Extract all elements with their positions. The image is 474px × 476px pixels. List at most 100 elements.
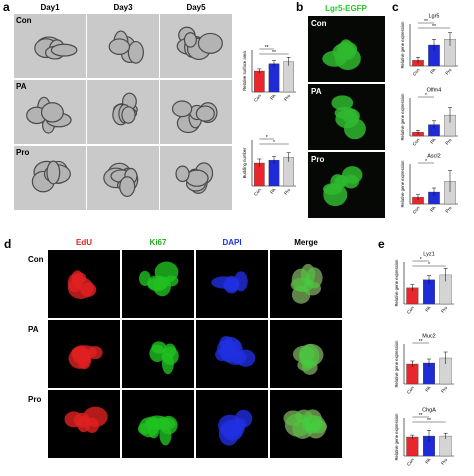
x-tick-label: Con (406, 385, 415, 395)
organoid-lobe (139, 417, 159, 438)
error-bar (410, 360, 415, 367)
significance-label: ** (432, 24, 436, 30)
row-label: PA (311, 87, 322, 96)
error-bar (286, 57, 291, 66)
significance-label: * (266, 135, 268, 141)
x-tick-label: PA (269, 93, 276, 101)
organoid-lobe (159, 424, 172, 446)
organoid-lobe (146, 275, 168, 292)
organoid-lobe (299, 344, 320, 369)
y-axis-label: Relative gene expression (394, 413, 399, 461)
organoid-lobe (46, 160, 61, 185)
x-tick-label: PA (269, 187, 276, 195)
error-bar (432, 39, 436, 51)
organoid-lobe (223, 279, 240, 292)
error-bar (416, 194, 420, 200)
organoid-lobe (171, 100, 193, 118)
organoid-lobe (217, 339, 237, 358)
error-bar (448, 32, 452, 46)
organoid-lobe (40, 102, 64, 123)
bar (439, 435, 452, 457)
panel-label: d (4, 237, 11, 251)
organoid-lobe (342, 174, 360, 189)
x-tick-label: Pro (440, 457, 449, 466)
row-label: Pro (311, 155, 324, 164)
row-label: PA (28, 325, 39, 334)
error-bar (272, 60, 276, 67)
error-bar (416, 130, 420, 135)
x-tick-label: Con (253, 187, 262, 197)
organoid-lobe (343, 118, 366, 140)
chart-title: ChgA (422, 407, 436, 413)
error-bar (443, 268, 448, 282)
x-tick-label: Pro (444, 67, 453, 76)
x-tick-label: PA (429, 67, 436, 75)
x-tick-label: Pro (283, 93, 292, 102)
column-header: DAPI (222, 238, 241, 247)
chart-title: Lyz1 (423, 251, 434, 257)
y-axis-label: Relative gene expression (400, 160, 405, 208)
error-bar (432, 120, 436, 129)
organoid-lobe (108, 38, 131, 55)
organoid-lobe (50, 43, 78, 57)
significance-label: ** (265, 45, 269, 51)
organoid-lobe (323, 183, 343, 195)
x-tick-label: PA (424, 305, 431, 313)
significance-label: ** (419, 413, 423, 419)
column-header: Day3 (113, 3, 133, 12)
error-bar (272, 156, 276, 164)
organoid-lobe (80, 282, 97, 297)
panel-label: e (378, 237, 385, 251)
organoid-lobe (197, 32, 223, 54)
error-bar (427, 358, 431, 367)
organoid-lobe (175, 165, 190, 183)
x-tick-label: Con (412, 205, 421, 215)
x-tick-label: Pro (440, 305, 449, 314)
significance-label: * (273, 140, 275, 146)
error-bar (427, 430, 431, 442)
row-label: Pro (28, 395, 41, 404)
x-tick-label: Pro (440, 385, 449, 394)
significance-label: ** (424, 19, 428, 25)
y-axis-label: Relative gene expression (400, 21, 405, 69)
y-axis-label: Budding number (242, 147, 247, 178)
bar (268, 63, 280, 93)
bar (268, 159, 280, 187)
x-tick-label: Con (253, 93, 262, 103)
error-bar (410, 284, 415, 292)
error-bar (443, 351, 448, 364)
significance-label: * (425, 159, 427, 165)
organoid-lobe (322, 50, 348, 67)
chart-title: Lgr5 (428, 13, 439, 19)
organoid-lobe (85, 417, 100, 434)
y-axis-label: Relative gene expression (394, 259, 399, 307)
row-label: PA (16, 82, 27, 91)
organoid-lobe (127, 40, 144, 64)
x-tick-label: PA (424, 385, 431, 393)
significance-label: * (428, 262, 430, 268)
row-label: Pro (16, 148, 29, 157)
significance-label: * (425, 93, 427, 99)
significance-label: * (420, 257, 422, 263)
x-tick-label: PA (429, 137, 436, 145)
organoid-lobe (195, 105, 215, 122)
bar (283, 61, 294, 93)
column-header: Merge (294, 238, 318, 247)
bar (254, 70, 265, 93)
organoid-lobe (303, 281, 321, 296)
organoid-lobe (72, 345, 90, 364)
column-header: Day5 (186, 3, 206, 12)
column-header: Ki67 (150, 238, 167, 247)
x-tick-label: Con (406, 457, 415, 467)
organoid-lobe (183, 32, 197, 48)
organoid-lobe (161, 352, 174, 375)
x-tick-label: PA (424, 457, 431, 465)
x-tick-label: Con (406, 305, 415, 315)
error-bar (432, 187, 436, 196)
error-bar (286, 152, 291, 162)
organoid-lobe (284, 413, 311, 437)
panel-title: Lgr5-EGFP (325, 4, 367, 13)
panel-label: a (3, 0, 10, 14)
x-tick-label: Pro (283, 187, 292, 196)
